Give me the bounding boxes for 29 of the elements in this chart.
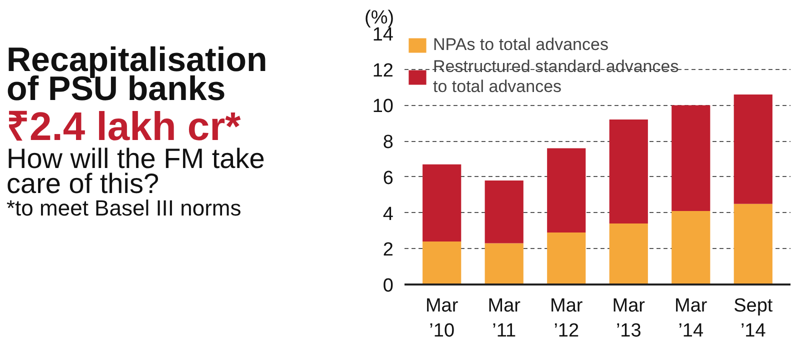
x-tick-label: Mar ’14 (674, 296, 708, 342)
y-tick-label: 6 (382, 168, 394, 189)
bar (422, 241, 462, 284)
y-tick-label: 10 (372, 96, 394, 118)
y-axis-title: (%) (364, 8, 394, 28)
bar (672, 105, 710, 211)
bar (422, 164, 462, 242)
x-tick-label: Mar ’12 (550, 296, 584, 342)
y-tick-label: 12 (372, 60, 394, 82)
bar (734, 204, 772, 284)
bar (484, 243, 524, 284)
bar (672, 210, 710, 284)
y-tick-label: 4 (382, 204, 394, 225)
text: Recapitalisation of PSU banks (6, 40, 268, 108)
legend-label: Restructured standard advances to total advances (433, 57, 679, 97)
bar (609, 224, 648, 284)
y-tick-label: 8 (382, 132, 394, 154)
bar (547, 148, 586, 233)
bar (484, 180, 524, 244)
x-tick-label: Mar ’11 (488, 296, 522, 342)
y-tick-label: 0 (382, 276, 394, 296)
legend-label: NPAs to total advances (433, 35, 608, 55)
x-tick-label: Sept ’14 (734, 296, 774, 342)
bar (609, 120, 648, 224)
bar (734, 94, 772, 204)
bar (547, 232, 586, 284)
x-tick-label: Mar ’10 (425, 296, 459, 342)
y-tick-label: 2 (382, 240, 394, 261)
x-tick-label: Mar ’13 (612, 296, 646, 342)
